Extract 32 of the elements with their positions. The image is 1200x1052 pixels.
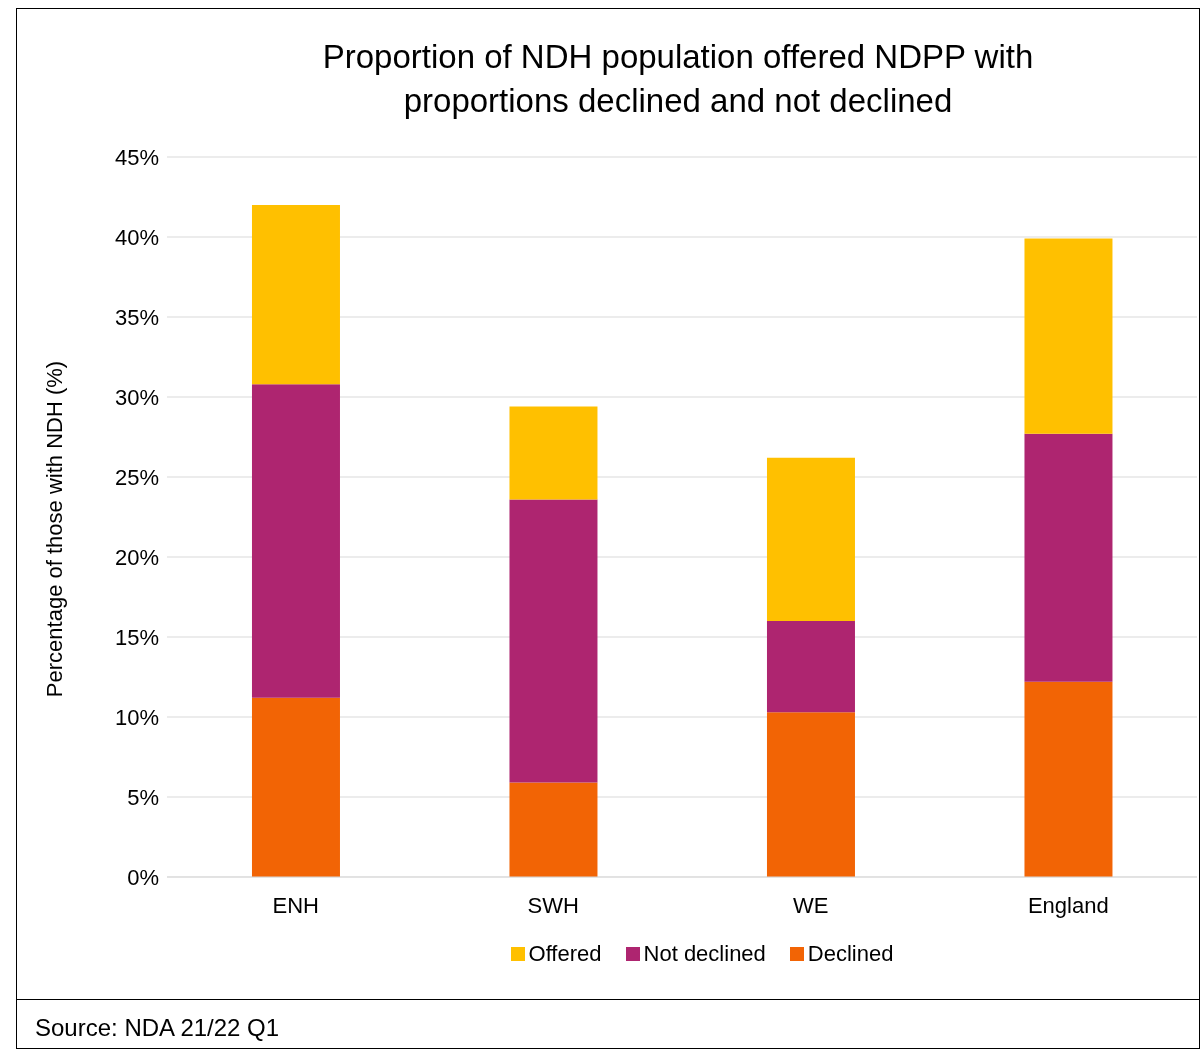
bar — [766, 712, 855, 877]
y-tick-label: 5% — [127, 784, 159, 810]
bar — [251, 697, 340, 877]
bar — [1024, 238, 1113, 434]
y-tick-label: 0% — [127, 864, 159, 890]
y-tick-label: 20% — [114, 544, 159, 570]
x-tick-label: SWH — [527, 892, 579, 918]
bar — [509, 406, 598, 500]
bar — [251, 205, 340, 385]
legend-label: Offered — [527, 941, 602, 967]
y-tick-label: 15% — [114, 624, 159, 650]
bar — [1024, 681, 1113, 877]
bar — [766, 457, 855, 621]
y-tick-label: 30% — [114, 384, 159, 410]
y-axis-title: Percentage of those with NDH (%) — [42, 360, 68, 698]
y-tick-label: 10% — [114, 704, 159, 730]
source-note: Source: NDA 21/22 Q1 — [35, 1014, 281, 1042]
x-tick-label: WE — [793, 892, 829, 918]
y-tick-label: 35% — [114, 304, 159, 330]
bar — [509, 782, 598, 877]
bar — [1024, 433, 1113, 682]
y-tick-label: 40% — [114, 224, 159, 250]
x-tick-label: England — [1027, 892, 1109, 918]
y-tick-label: 25% — [114, 464, 159, 490]
y-tick-label: 45% — [114, 144, 159, 170]
bar — [251, 384, 340, 698]
x-tick-label: ENH — [272, 892, 319, 918]
bar — [766, 621, 855, 713]
bar — [509, 499, 598, 783]
chart-title: Proportion of NDH population offered NDPP with proportions declined and not declined — [321, 37, 1035, 121]
legend-label: Not declined — [642, 941, 766, 967]
legend-label: Declined — [806, 941, 894, 967]
